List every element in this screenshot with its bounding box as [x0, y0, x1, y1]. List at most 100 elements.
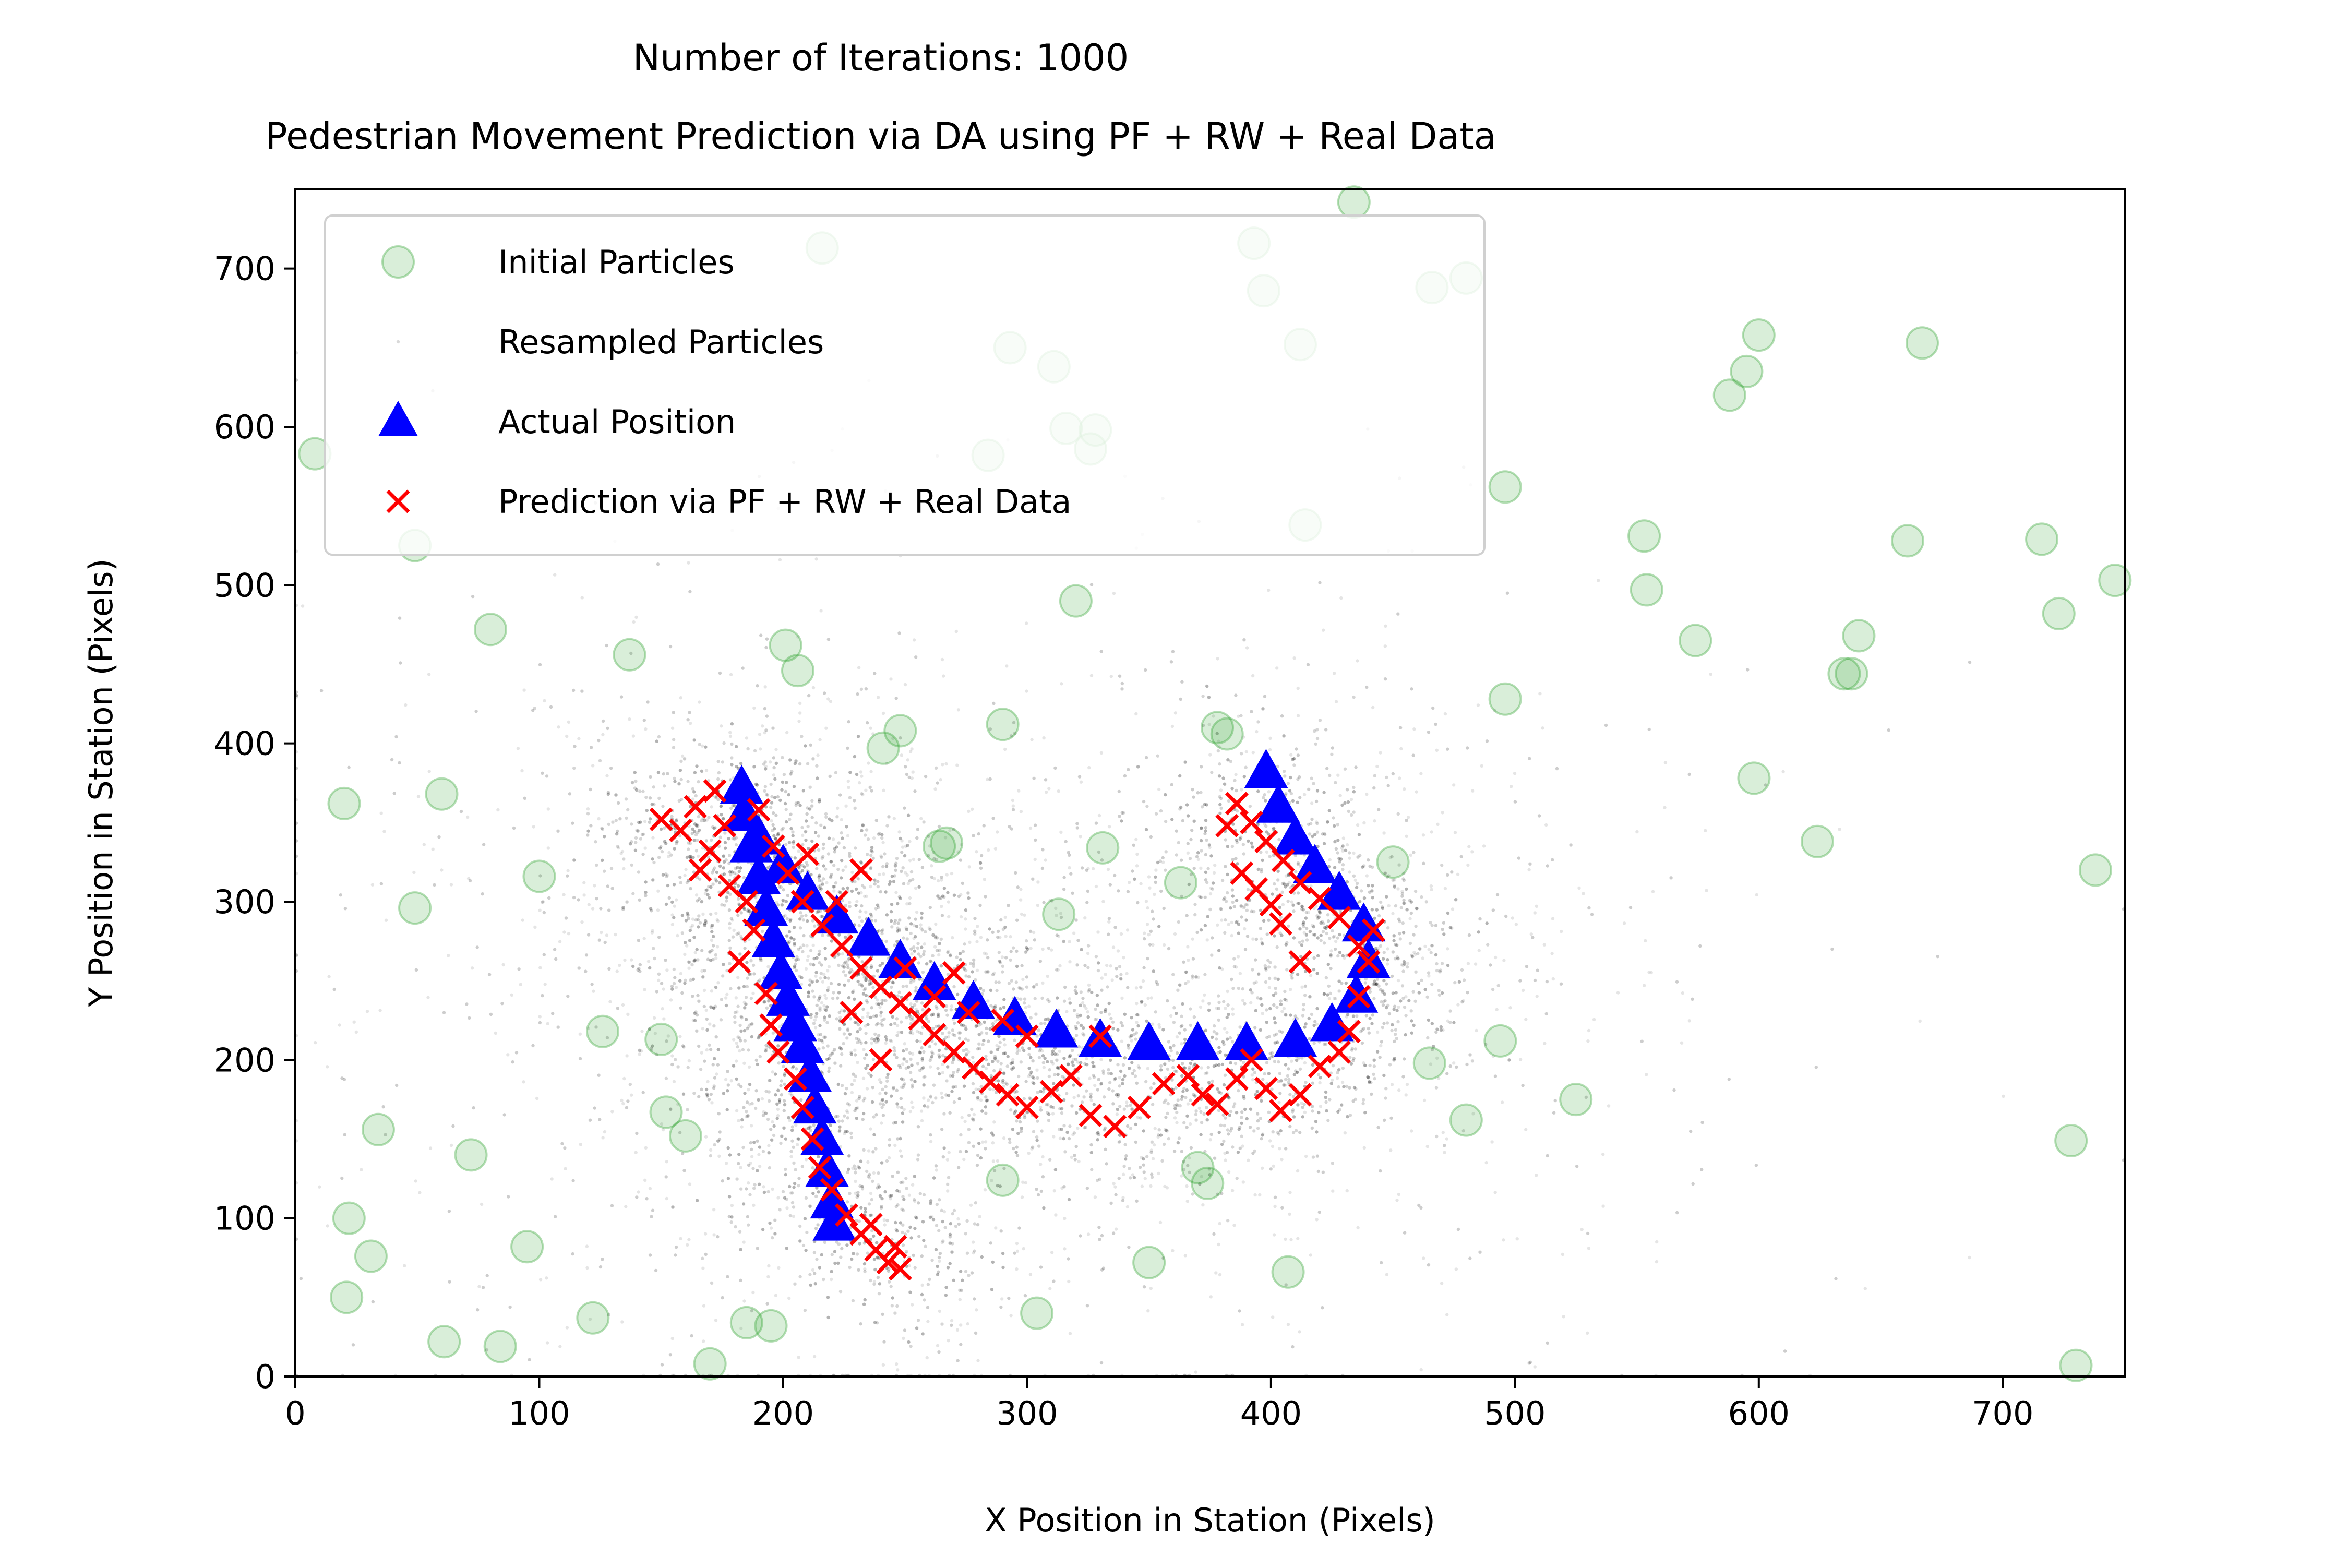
resampled-particle	[1338, 1108, 1341, 1111]
resampled-particle	[1439, 1028, 1443, 1032]
resampled-particle	[872, 1171, 876, 1175]
resampled-particle	[938, 1252, 942, 1255]
resampled-particle	[916, 1201, 920, 1205]
resampled-particle	[1042, 736, 1046, 740]
resampled-particle	[962, 1049, 965, 1052]
resampled-particle	[1231, 1145, 1235, 1149]
resampled-particle	[1397, 1088, 1401, 1092]
resampled-particle	[1294, 870, 1298, 873]
resampled-particle	[1287, 1078, 1291, 1081]
resampled-particle	[1116, 1028, 1120, 1032]
resampled-particle	[765, 793, 770, 797]
resampled-particle	[950, 871, 954, 876]
resampled-particle	[564, 1167, 567, 1170]
resampled-particle	[1312, 968, 1316, 972]
resampled-particle	[964, 1232, 968, 1236]
resampled-particle	[1034, 1012, 1038, 1016]
resampled-particle	[1177, 920, 1180, 924]
resampled-particle	[915, 925, 919, 928]
resampled-particle	[818, 949, 822, 953]
resampled-particle	[1521, 1083, 1525, 1087]
resampled-particle	[970, 1271, 974, 1275]
resampled-particle	[1217, 1046, 1221, 1049]
resampled-particle	[1004, 935, 1008, 938]
resampled-particle	[1122, 811, 1125, 815]
resampled-particle	[1240, 915, 1243, 919]
resampled-particle	[566, 994, 570, 998]
resampled-particle	[1180, 1014, 1183, 1018]
resampled-particle	[1275, 1040, 1279, 1044]
resampled-particle	[739, 1248, 742, 1251]
resampled-particle	[853, 806, 857, 810]
resampled-particle	[885, 913, 889, 917]
resampled-particle	[1200, 1087, 1204, 1091]
resampled-particle	[1336, 954, 1340, 958]
resampled-particle	[946, 1182, 950, 1186]
resampled-particle	[521, 918, 524, 922]
resampled-particle	[588, 1118, 592, 1122]
resampled-particle	[773, 1218, 777, 1222]
resampled-particle	[864, 978, 868, 982]
resampled-particle	[873, 1032, 877, 1036]
resampled-particle	[818, 879, 821, 882]
resampled-particle	[789, 1155, 793, 1158]
resampled-particle	[522, 688, 526, 692]
resampled-particle	[1025, 689, 1028, 693]
resampled-particle	[1112, 1182, 1116, 1186]
resampled-particle	[1221, 1113, 1225, 1117]
resampled-particle	[1084, 1126, 1087, 1129]
resampled-particle	[1295, 1058, 1299, 1062]
resampled-particle	[920, 1046, 924, 1050]
resampled-particle	[1415, 790, 1418, 794]
resampled-particle	[1616, 991, 1620, 995]
resampled-particle	[773, 855, 776, 859]
resampled-particle	[773, 796, 777, 799]
resampled-particle	[1111, 945, 1116, 949]
resampled-particle	[822, 973, 826, 976]
resampled-particle	[1321, 832, 1324, 836]
resampled-particle	[538, 1278, 543, 1282]
resampled-particle	[1284, 792, 1288, 796]
resampled-particle	[928, 1065, 932, 1069]
resampled-particle	[1116, 1093, 1120, 1097]
resampled-particle	[860, 861, 864, 865]
resampled-particle	[702, 988, 706, 992]
resampled-particle	[1072, 931, 1076, 935]
resampled-particle	[980, 1109, 984, 1113]
resampled-particle	[545, 1341, 549, 1345]
resampled-particle	[670, 923, 675, 927]
resampled-particle	[1111, 1020, 1115, 1024]
resampled-particle	[738, 952, 741, 956]
resampled-particle	[749, 1147, 753, 1151]
resampled-particle	[1259, 1028, 1262, 1032]
resampled-particle	[1440, 962, 1444, 965]
resampled-particle	[985, 952, 988, 956]
resampled-particle	[780, 903, 784, 907]
resampled-particle	[818, 738, 822, 741]
resampled-particle	[580, 596, 584, 600]
resampled-particle	[862, 894, 867, 899]
resampled-particle	[1326, 913, 1330, 917]
resampled-particle	[1459, 855, 1463, 859]
resampled-particle	[939, 896, 943, 900]
resampled-particle	[991, 1060, 995, 1063]
resampled-particle	[788, 1092, 792, 1096]
resampled-particle	[459, 809, 463, 813]
resampled-particle	[879, 1022, 883, 1026]
resampled-particle	[956, 708, 961, 712]
resampled-particle	[1232, 905, 1236, 908]
resampled-particle	[920, 1119, 924, 1122]
resampled-particle	[811, 989, 814, 993]
resampled-particle	[1106, 985, 1109, 989]
resampled-particle	[846, 746, 849, 750]
resampled-particle	[1350, 1048, 1354, 1052]
resampled-particle	[715, 945, 720, 949]
resampled-particle	[878, 1092, 882, 1096]
resampled-particle	[597, 938, 601, 942]
resampled-particle	[792, 1205, 796, 1209]
resampled-particle	[763, 1000, 766, 1004]
resampled-particle	[609, 867, 614, 870]
resampled-particle	[1276, 977, 1280, 982]
resampled-particle	[844, 865, 848, 869]
resampled-particle	[954, 1225, 958, 1228]
